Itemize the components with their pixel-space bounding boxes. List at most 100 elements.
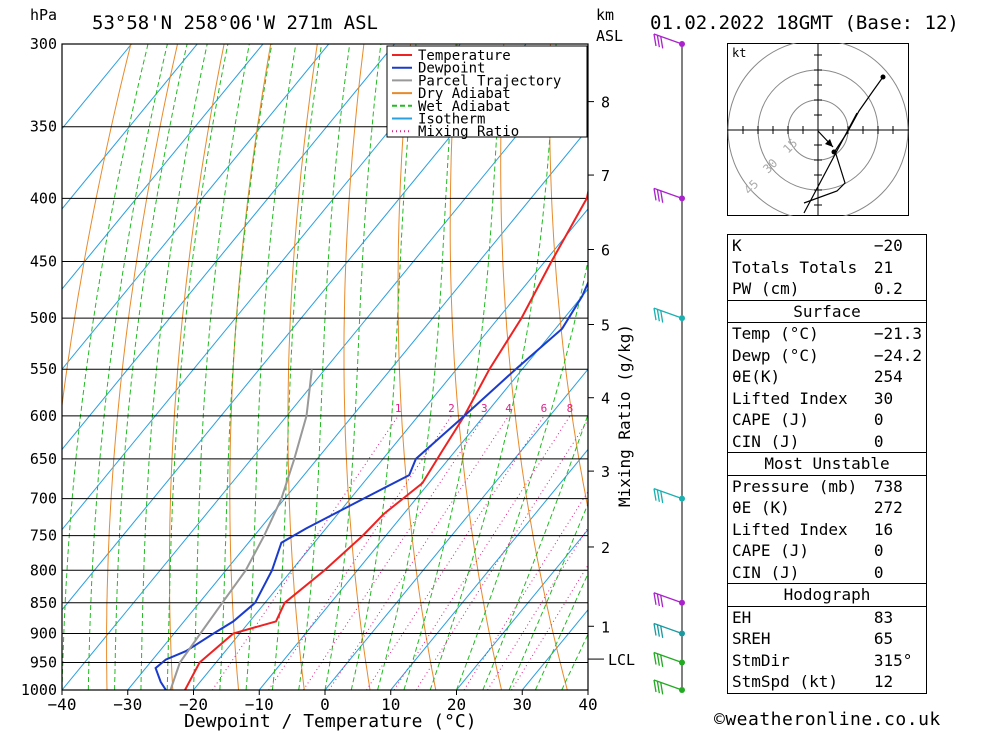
isotherm (62, 44, 330, 371)
axes: −40 −30 −20 −10 0 10 20 30 40 8 7 6 5 4 3 2 1 LCL 1 2 3 4 6 8 (48, 94, 636, 714)
index-1-label: Totals Totals (732, 257, 858, 277)
unstable-1-row: θE (K) 272 (728, 497, 927, 519)
wind-barb (653, 488, 685, 504)
height-unit-asl: ASL (596, 27, 623, 45)
index-0-row: K −20 (728, 235, 927, 257)
hodograph-unit-label: kt (732, 46, 746, 60)
wind-barb (653, 187, 685, 203)
wet-adiabat (508, 502, 588, 690)
surface-0-row: Temp (°C) −21.3 (728, 323, 927, 345)
wet-adiabat (87, 44, 168, 690)
dry-adiabat (397, 44, 437, 690)
isotherm (62, 44, 264, 290)
km-tick-label: 5 (601, 316, 610, 334)
wet-adiabat (271, 44, 323, 690)
isotherm (62, 44, 461, 531)
isotherm (62, 44, 395, 451)
surface-3-value: 30 (873, 388, 894, 408)
index-1-value: 21 (873, 257, 894, 277)
x-axis-label: Dewpoint / Temperature (°C) (184, 711, 477, 732)
unstable-2-value: 16 (873, 519, 894, 539)
km-tick-label: 7 (601, 167, 610, 185)
surface-2-value: 254 (873, 367, 903, 386)
isotherm (62, 44, 527, 611)
isobars: 300 350 400 450 500 550 600 650 700 750 800 850 900 9… (21, 35, 588, 699)
indices-table: K −20 Totals Totals 21 PW (cm) 0.2 Surface Temp… (727, 234, 927, 694)
profile-temperature (184, 188, 588, 690)
surface-4-row: CAPE (J) 0 (728, 409, 927, 431)
temp-tick-label: 0 (320, 695, 330, 714)
unstable-4-row: CIN (J) 0 (728, 562, 927, 584)
isotherm (193, 208, 588, 690)
index-2-value: 0.2 (873, 279, 903, 298)
temp-tick-label: 10 (381, 695, 400, 714)
wet-adiabat (245, 44, 297, 690)
location-title: 53°58'N 258°06'W 271m ASL (92, 12, 378, 34)
surface-5-value: 0 (873, 431, 884, 451)
wet-adiabat (377, 44, 457, 690)
wet-adiabat (403, 44, 503, 690)
dry-adiabat (500, 44, 568, 690)
pressure-tick-label: 300 (30, 35, 57, 53)
profile-parcel-trajectory (169, 369, 313, 690)
wet-adiabat (62, 44, 149, 690)
isotherm (258, 288, 588, 690)
unstable-2-row: Lifted Index 16 (728, 519, 927, 541)
hodo-3-row: StmSpd (kt) 12 (728, 671, 927, 693)
temp-tick-label: −30 (113, 695, 142, 714)
legend-label: Dewpoint (418, 61, 485, 77)
lcl-label: LCL (608, 651, 635, 669)
pressure-tick-label: 950 (30, 653, 57, 671)
isotherm (62, 47, 588, 690)
wet-adiabat (219, 44, 273, 690)
mixing-ratio-label: 4 (505, 402, 512, 415)
unstable-4-label: CIN (J) (732, 562, 800, 582)
temp-tick-label: 40 (578, 695, 597, 714)
most-unstable-section-title: Most Unstable (727, 452, 927, 476)
hodo-1-value: 65 (873, 629, 894, 648)
surface-1-row: Dewp (°C) −24.2 (728, 345, 927, 367)
km-tick-label: 4 (601, 390, 610, 408)
surface-2-row: θE(K) 254 (728, 366, 927, 388)
legend-label: Wet Adiabat (418, 99, 511, 115)
surface-0-value: −21.3 (873, 324, 922, 343)
surface-1-label: Dewp (°C) (732, 345, 819, 365)
pressure-tick-label: 650 (30, 450, 57, 468)
pressure-tick-label: 850 (30, 594, 57, 612)
km-tick-label: 8 (601, 94, 610, 112)
pressure-tick-label: 550 (30, 360, 57, 378)
surface-4-label: CAPE (J) (732, 410, 810, 429)
mixing-ratio-label: 1 (395, 402, 402, 415)
temp-tick-label: −20 (179, 695, 208, 714)
legend-label: Parcel Trajectory (418, 73, 561, 89)
mixing-ratio-label: 2 (448, 402, 455, 415)
mixing-ratio-line (328, 415, 510, 690)
dry-adiabat (287, 44, 318, 690)
wet-adiabat (140, 44, 208, 690)
km-tick-label: 3 (601, 463, 610, 481)
legend-label: Dry Adiabat (418, 86, 511, 102)
datetime-title: 01.02.2022 18GMT (Base: 12) (650, 12, 959, 34)
hodo-1-label: SREH (732, 629, 771, 648)
legend-label: Isotherm (418, 112, 485, 128)
copyright-text: ©weatheronline.co.uk (714, 709, 941, 730)
dry-adiabat (62, 44, 132, 410)
mixing-ratio-label: 3 (481, 402, 488, 415)
mixing-ratio-line (302, 415, 485, 690)
pressure-unit: hPa (30, 6, 57, 24)
index-0-value: −20 (873, 236, 903, 255)
wind-barb (653, 592, 685, 608)
isotherm (127, 127, 588, 690)
surface-1-value: −24.2 (873, 345, 922, 365)
unstable-4-value: 0 (873, 562, 884, 582)
km-tick-label: 1 (601, 618, 610, 636)
unstable-0-value: 738 (873, 476, 903, 496)
pressure-tick-label: 600 (30, 407, 57, 425)
surface-3-row: Lifted Index 30 (728, 388, 927, 410)
wet-adiabat (350, 44, 417, 690)
unstable-3-row: CAPE (J) 0 (728, 540, 927, 562)
dry-adiabat (597, 44, 699, 690)
mixing-ratio-line (393, 415, 571, 690)
hodo-0-label: EH (732, 607, 752, 627)
